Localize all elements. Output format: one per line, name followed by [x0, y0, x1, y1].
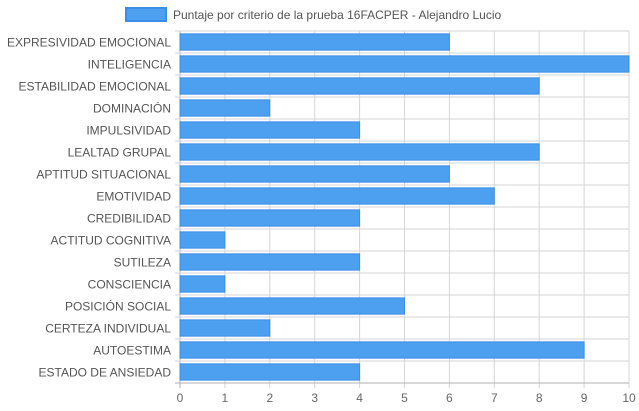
bar: [179, 341, 585, 359]
bar: [179, 99, 271, 117]
legend[interactable]: Puntaje por criterio de la prueba 16FACP…: [125, 7, 502, 22]
bar: [179, 55, 630, 73]
category-label: CREDIBILIDAD: [87, 212, 171, 226]
bar: [179, 319, 271, 337]
bar: [179, 121, 361, 139]
bar: [179, 253, 361, 271]
x-axis-labels: 0 1 2 3 4 5 6 7 8 9 10: [177, 391, 636, 405]
category-label: POSICIÓN SOCIAL: [65, 299, 171, 314]
legend-label: Puntaje por criterio de la prueba 16FACP…: [173, 8, 502, 22]
category-label: INTELIGENCIA: [88, 58, 171, 72]
x-tick-label: 2: [266, 391, 273, 405]
category-label: CONSCIENCIA: [88, 278, 171, 292]
x-tick-label: 4: [356, 391, 363, 405]
bar: [179, 143, 540, 161]
category-label: AUTOESTIMA: [93, 344, 171, 358]
bar: [179, 231, 226, 249]
x-tick-label: 7: [491, 391, 498, 405]
bar: [179, 275, 226, 293]
bar: [179, 165, 450, 183]
x-tick-label: 10: [622, 391, 636, 405]
x-tick-label: 3: [311, 391, 318, 405]
legend-swatch: [125, 7, 167, 22]
bar: [179, 297, 405, 315]
category-label: ACTITUD COGNITIVA: [51, 234, 171, 248]
x-tick-label: 9: [581, 391, 588, 405]
category-label: ESTABILIDAD EMOCIONAL: [19, 80, 172, 94]
category-label: SUTILEZA: [114, 256, 171, 270]
x-tick-label: 0: [177, 391, 184, 405]
bar: [179, 77, 540, 95]
category-label: LEALTAD GRUPAL: [68, 146, 172, 160]
bar: [179, 33, 450, 51]
y-axis-labels: EXPRESIVIDAD EMOCIONAL INTELIGENCIA ESTABI…: [7, 36, 171, 380]
category-label: APTITUD SITUACIONAL: [36, 168, 171, 182]
bars: [179, 33, 630, 381]
category-label: ESTADO DE ANSIEDAD: [39, 366, 172, 380]
x-tick-label: 1: [222, 391, 229, 405]
x-tick-label: 8: [536, 391, 543, 405]
bar: [179, 187, 495, 205]
bar: [179, 363, 361, 381]
x-tick-label: 6: [446, 391, 453, 405]
x-tick-label: 5: [401, 391, 408, 405]
category-label: DOMINACIÓN: [93, 101, 171, 116]
category-label: EMOTIVIDAD: [96, 190, 171, 204]
bar: [179, 209, 361, 227]
category-label: CERTEZA INDIVIDUAL: [45, 322, 171, 336]
category-label: IMPULSIVIDAD: [86, 124, 171, 138]
category-label: EXPRESIVIDAD EMOCIONAL: [7, 36, 171, 50]
